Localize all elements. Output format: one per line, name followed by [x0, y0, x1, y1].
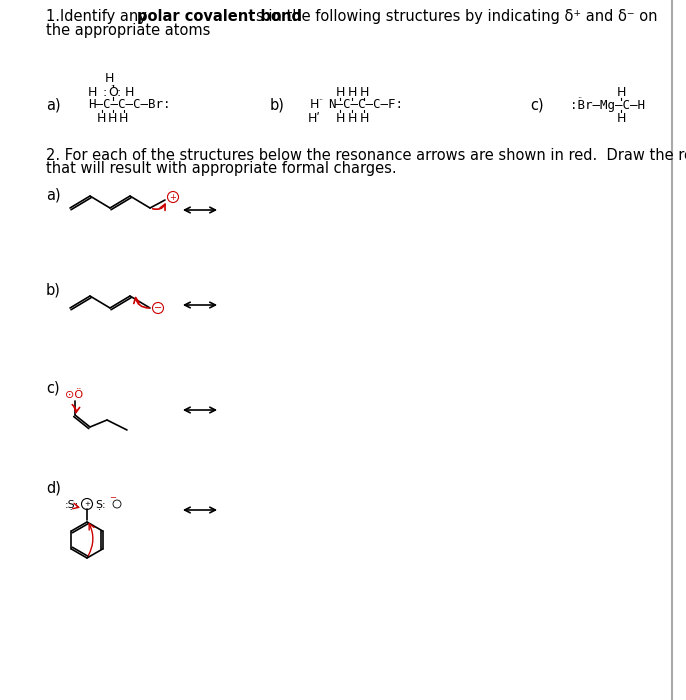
- Text: +: +: [169, 193, 176, 202]
- Text: H: H: [335, 85, 344, 99]
- Text: −: −: [109, 494, 116, 503]
- Text: −: −: [154, 303, 162, 313]
- Text: ··: ··: [110, 83, 115, 92]
- Text: polar covalent bond: polar covalent bond: [137, 10, 302, 25]
- Text: that will result with appropriate formal charges.: that will result with appropriate formal…: [46, 162, 397, 176]
- Text: a): a): [46, 188, 60, 202]
- Text: s in the following structures by indicating δ⁺ and δ⁻ on: s in the following structures by indicat…: [256, 10, 657, 25]
- Text: ··: ··: [318, 97, 323, 106]
- Text: :: :: [103, 85, 107, 99]
- Text: H: H: [335, 111, 344, 125]
- Text: O: O: [108, 85, 118, 99]
- Text: H: H: [97, 111, 106, 125]
- Text: 1.Identify any: 1.Identify any: [46, 10, 152, 25]
- Text: d): d): [46, 480, 61, 496]
- Text: H: H: [347, 111, 357, 125]
- Text: H: H: [105, 73, 115, 85]
- Text: a): a): [46, 97, 60, 113]
- Text: b): b): [46, 283, 61, 298]
- Text: ··: ··: [577, 94, 582, 104]
- Text: the appropriate atoms: the appropriate atoms: [46, 24, 211, 38]
- Text: Ṣ:: Ṣ:: [95, 499, 106, 509]
- Text: H: H: [108, 111, 117, 125]
- Text: H: H: [347, 85, 357, 99]
- Text: H–C–C–C–Br:: H–C–C–C–Br:: [88, 99, 171, 111]
- Text: N–C–C–C–F:: N–C–C–C–F:: [328, 99, 403, 111]
- Text: H: H: [616, 111, 626, 125]
- Text: H: H: [359, 85, 368, 99]
- Text: H: H: [125, 85, 134, 99]
- Text: H: H: [616, 85, 626, 99]
- Text: c): c): [530, 97, 543, 113]
- Text: +: +: [84, 501, 90, 507]
- Text: H: H: [310, 99, 320, 111]
- Text: H: H: [119, 111, 128, 125]
- Text: :Br–Mg–C–H: :Br–Mg–C–H: [570, 99, 645, 111]
- Text: Hʹ: Hʹ: [308, 111, 321, 125]
- Text: H: H: [87, 85, 97, 99]
- Text: H: H: [359, 111, 368, 125]
- Text: 2. For each of the structures below the resonance arrows are shown in red.  Draw: 2. For each of the structures below the …: [46, 148, 686, 162]
- Text: :Ṣ:: :Ṣ:: [65, 499, 80, 509]
- Text: b): b): [270, 97, 285, 113]
- Text: c): c): [46, 381, 60, 395]
- Text: ⊙Ö: ⊙Ö: [65, 390, 83, 400]
- Text: :: :: [117, 85, 121, 99]
